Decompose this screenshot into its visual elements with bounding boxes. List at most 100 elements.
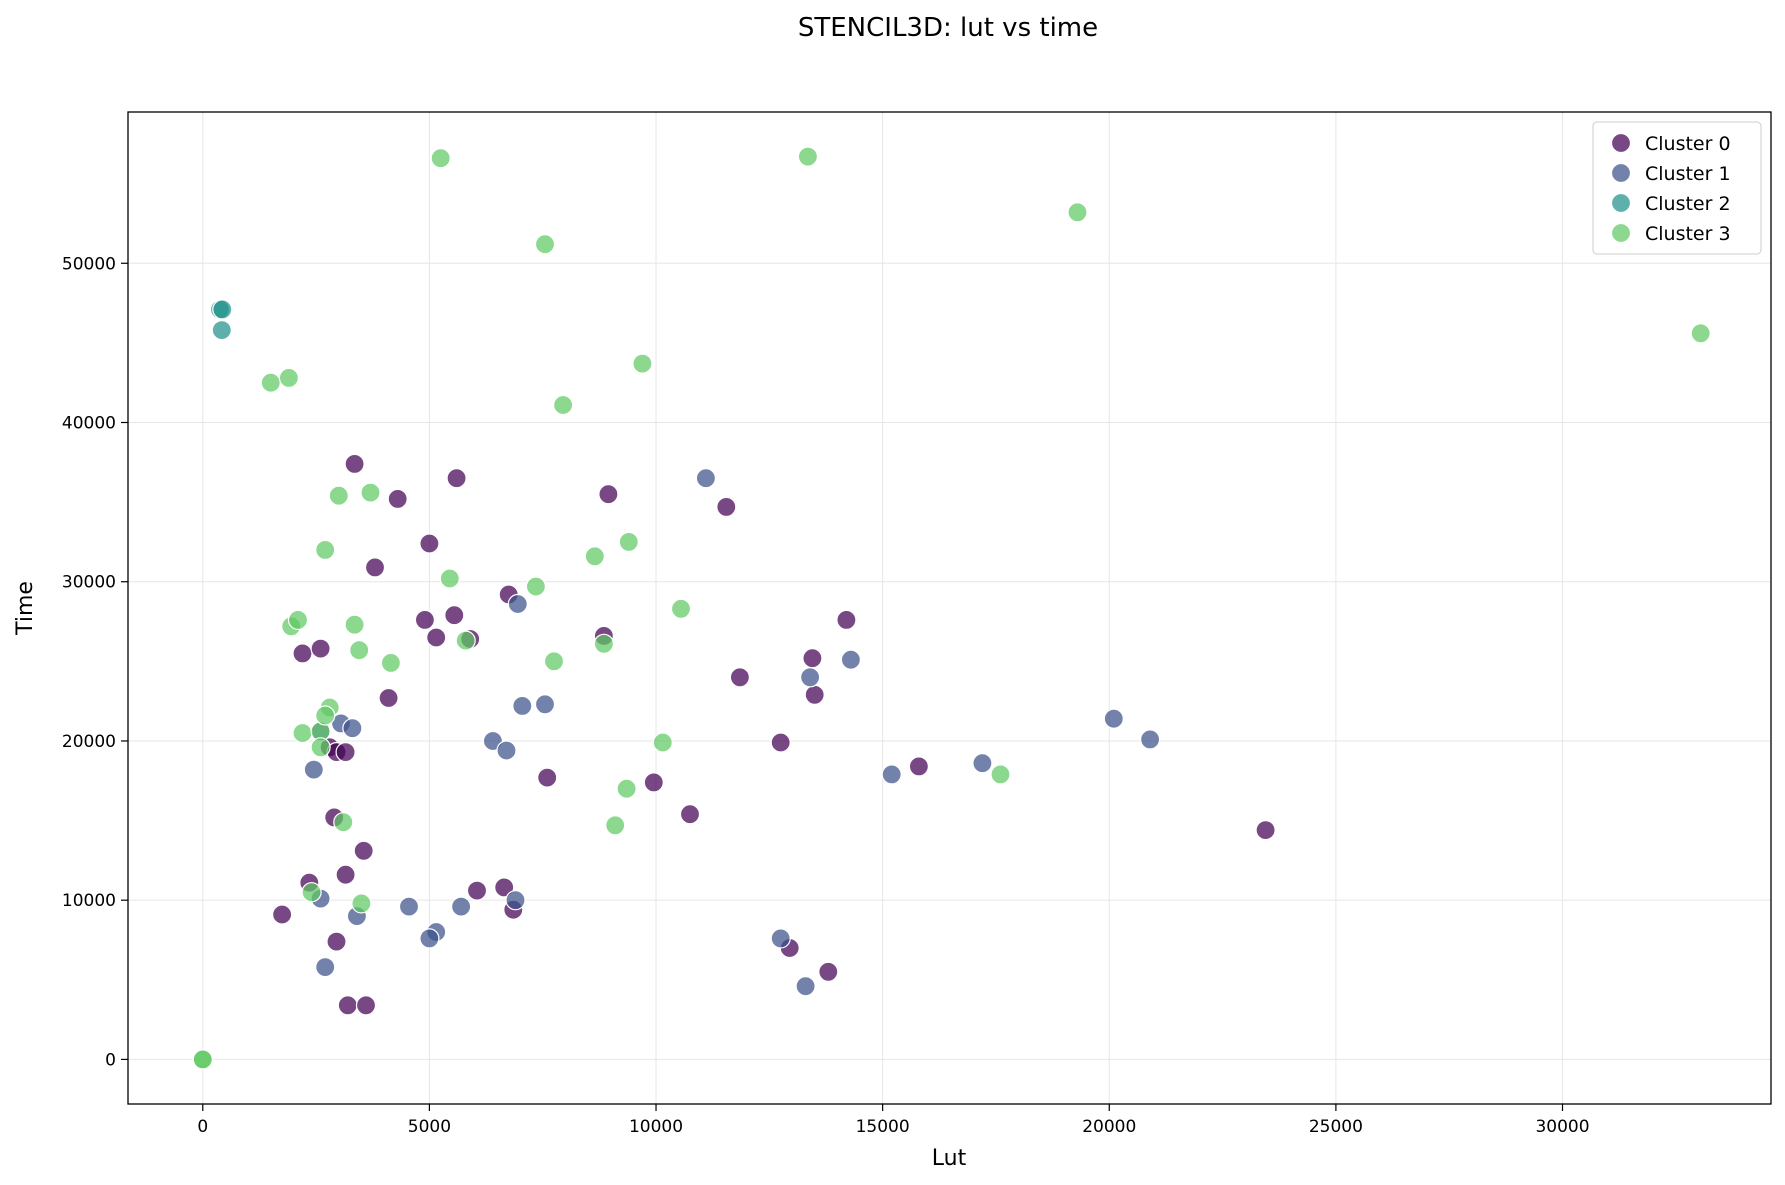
legend-box bbox=[1592, 121, 1762, 255]
point-cluster-3 bbox=[351, 893, 372, 914]
point-cluster-0 bbox=[537, 767, 558, 788]
legend-label: Cluster 0 bbox=[1645, 133, 1731, 155]
point-cluster-3 bbox=[797, 146, 819, 167]
plot-frame bbox=[127, 111, 1772, 1105]
y-tick-label: 40000 bbox=[62, 413, 116, 433]
point-cluster-1 bbox=[505, 890, 526, 911]
point-cluster-3 bbox=[310, 737, 331, 758]
legend-marker bbox=[1610, 162, 1632, 184]
point-cluster-0 bbox=[387, 488, 408, 509]
legend: Cluster 0 Cluster 1 Cluster 2 Cluster 3 bbox=[1592, 121, 1762, 255]
point-cluster-1 bbox=[799, 667, 821, 688]
point-cluster-1 bbox=[315, 956, 336, 978]
point-cluster-0 bbox=[326, 931, 347, 952]
x-axis-label: Lut bbox=[932, 1146, 967, 1171]
x-tick-label: 0 bbox=[197, 1117, 208, 1137]
y-tick-label: 30000 bbox=[62, 573, 116, 593]
point-cluster-0 bbox=[770, 732, 791, 753]
point-cluster-0 bbox=[804, 684, 825, 705]
point-cluster-1 bbox=[507, 593, 528, 615]
legend-marker bbox=[1610, 132, 1632, 154]
point-cluster-1 bbox=[419, 928, 440, 949]
point-cluster-3 bbox=[543, 651, 565, 672]
point-cluster-3 bbox=[360, 482, 381, 503]
point-cluster-3 bbox=[990, 764, 1011, 785]
axis-ticks: 0 5000 10000 15000 20000 25000 30000 0 10000 2000… bbox=[62, 254, 1590, 1137]
point-cluster-0 bbox=[729, 667, 751, 688]
point-cluster-1 bbox=[1139, 729, 1161, 750]
point-cluster-3 bbox=[584, 546, 605, 567]
chart-title: STENCIL3D: lut vs time bbox=[798, 13, 1098, 43]
legend-label: Cluster 1 bbox=[1645, 163, 1731, 185]
point-cluster-3 bbox=[349, 640, 370, 661]
point-cluster-0 bbox=[802, 648, 823, 669]
point-cluster-3 bbox=[1067, 202, 1088, 223]
point-cluster-0 bbox=[446, 468, 467, 489]
point-cluster-1 bbox=[398, 896, 420, 917]
point-cluster-3 bbox=[670, 598, 692, 619]
x-tick-label: 20000 bbox=[1082, 1117, 1136, 1137]
point-cluster-0 bbox=[344, 453, 365, 474]
point-cluster-1 bbox=[342, 718, 363, 739]
point-cluster-1 bbox=[695, 468, 717, 489]
point-cluster-0 bbox=[292, 643, 313, 664]
point-cluster-0 bbox=[818, 961, 839, 982]
point-cluster-2 bbox=[211, 320, 232, 341]
x-tick-label: 10000 bbox=[629, 1117, 683, 1137]
y-tick-label: 20000 bbox=[62, 732, 116, 752]
x-tick-label: 25000 bbox=[1309, 1117, 1363, 1137]
point-cluster-0 bbox=[908, 756, 930, 777]
point-cluster-3 bbox=[315, 705, 336, 726]
point-cluster-3 bbox=[260, 372, 281, 393]
point-cluster-0 bbox=[414, 609, 435, 631]
point-cluster-3 bbox=[344, 614, 365, 635]
point-cluster-3 bbox=[333, 812, 354, 833]
legend-label: Cluster 3 bbox=[1645, 223, 1731, 245]
point-cluster-0 bbox=[466, 880, 488, 901]
point-cluster-1 bbox=[1103, 708, 1124, 729]
point-cluster-0 bbox=[494, 877, 515, 898]
point-cluster-3 bbox=[439, 568, 460, 589]
point-cluster-0 bbox=[272, 904, 293, 925]
point-cluster-0 bbox=[337, 995, 358, 1016]
point-cluster-0 bbox=[426, 627, 447, 648]
point-cluster-1 bbox=[451, 896, 472, 917]
point-cluster-0 bbox=[378, 687, 399, 709]
point-cluster-0 bbox=[836, 609, 857, 631]
y-tick-label: 0 bbox=[105, 1050, 116, 1070]
point-cluster-3 bbox=[455, 630, 476, 651]
point-cluster-3 bbox=[605, 815, 626, 836]
point-cluster-3 bbox=[292, 722, 313, 744]
x-tick-label: 15000 bbox=[856, 1117, 910, 1137]
point-cluster-0 bbox=[335, 864, 356, 885]
y-tick-label: 10000 bbox=[62, 891, 116, 911]
point-cluster-0 bbox=[598, 484, 619, 505]
point-cluster-3 bbox=[593, 633, 615, 654]
point-cluster-0 bbox=[643, 772, 664, 793]
point-cluster-3 bbox=[618, 531, 639, 553]
point-cluster-3 bbox=[552, 394, 574, 416]
point-cluster-3 bbox=[632, 353, 653, 374]
point-cluster-0 bbox=[364, 557, 386, 578]
data-points bbox=[192, 146, 1711, 1070]
point-cluster-1 bbox=[534, 694, 556, 715]
point-cluster-1 bbox=[496, 740, 517, 761]
point-cluster-1 bbox=[881, 764, 902, 785]
point-cluster-0 bbox=[310, 638, 331, 659]
point-cluster-3 bbox=[534, 234, 556, 255]
grid-lines bbox=[128, 112, 1771, 1104]
point-cluster-3 bbox=[287, 609, 309, 631]
point-cluster-0 bbox=[335, 741, 356, 763]
point-cluster-1 bbox=[303, 759, 324, 780]
point-cluster-3 bbox=[430, 148, 451, 169]
point-cluster-0 bbox=[355, 995, 377, 1016]
point-cluster-3 bbox=[380, 652, 401, 674]
legend-marker bbox=[1610, 222, 1632, 244]
point-cluster-0 bbox=[353, 840, 374, 861]
point-cluster-0 bbox=[444, 605, 465, 626]
point-cluster-1 bbox=[972, 753, 993, 774]
point-cluster-0 bbox=[716, 496, 737, 517]
point-cluster-3 bbox=[328, 485, 349, 506]
point-cluster-1 bbox=[795, 976, 816, 997]
